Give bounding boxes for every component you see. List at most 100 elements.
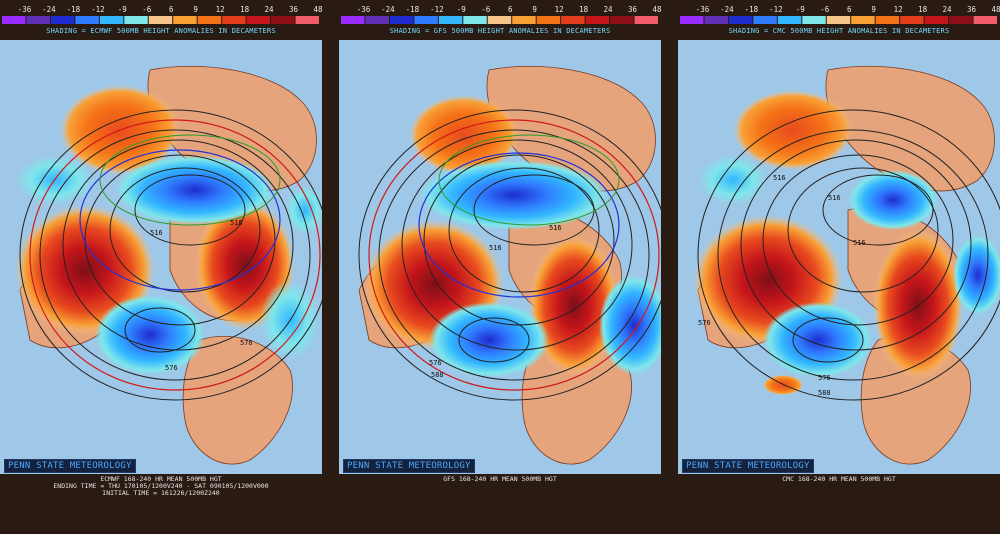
colorbar-swatch bbox=[728, 16, 753, 24]
colorbar-swatch bbox=[585, 16, 610, 24]
gfs-height-anomaly-map: 516 516 576 588 bbox=[339, 40, 661, 474]
colorbar-tick-label: -6 bbox=[481, 5, 491, 14]
colorbar-swatch bbox=[900, 16, 924, 24]
ecmwf-panel: -36 -24 -18 -12 -9 -6 6 9 12 18 24 36 48 SHADING = E… bbox=[0, 0, 322, 534]
colorbar-tick-label: 18 bbox=[918, 5, 928, 14]
contour-label: 516 bbox=[489, 244, 502, 252]
colorbar-swatch bbox=[704, 16, 728, 24]
colorbar-tick-label: 48 bbox=[652, 5, 661, 14]
colorbar-swatch bbox=[173, 16, 197, 24]
caption-model: ECMWF 168-240 HR MEAN 500MB HGT bbox=[100, 475, 222, 483]
contour-label: 516 bbox=[549, 224, 562, 232]
contour-label: 516 bbox=[773, 174, 786, 182]
height-contours bbox=[19, 109, 322, 401]
colorbar-swatch bbox=[222, 16, 246, 24]
colorbar-swatch bbox=[924, 16, 949, 24]
colorbar-tick-label: 36 bbox=[967, 5, 977, 14]
colorbar-swatch bbox=[438, 16, 463, 24]
colorbar-tick-label: 6 bbox=[508, 5, 513, 14]
colorbar-tick-label: 9 bbox=[871, 5, 876, 14]
contour-label: 588 bbox=[818, 389, 831, 397]
contour-label: 576 bbox=[429, 359, 442, 367]
colorbar-swatch bbox=[536, 16, 561, 24]
contour-highlight-red bbox=[29, 119, 321, 391]
colorbar-tick-label: 36 bbox=[628, 5, 638, 14]
contour-label: 516 bbox=[230, 219, 243, 227]
contour-labels: 516 516 516 576 576 588 bbox=[698, 174, 866, 397]
colorbar-swatch bbox=[634, 16, 658, 24]
colorbar-tick-label: -6 bbox=[820, 5, 830, 14]
colorbar-swatch bbox=[777, 16, 802, 24]
contour-labels: 516 516 576 588 bbox=[429, 224, 562, 379]
shading-label: SHADING = ECMWF 500MB HEIGHT ANOMALIES I… bbox=[46, 27, 276, 35]
colorbar-swatch bbox=[680, 16, 704, 24]
colorbar-swatch bbox=[99, 16, 124, 24]
colorbar-swatch bbox=[365, 16, 389, 24]
contour-label: 576 bbox=[698, 319, 711, 327]
colorbar-tick-label: -18 bbox=[745, 5, 759, 14]
colorbar-swatch bbox=[271, 16, 295, 24]
contour-label: 516 bbox=[828, 194, 841, 202]
colorbar-tick-label: 12 bbox=[894, 5, 903, 14]
colorbar-tick-label: 9 bbox=[193, 5, 198, 14]
colorbar-swatch bbox=[753, 16, 777, 24]
height-contours bbox=[697, 109, 1000, 401]
penn-state-credit: PENN STATE METEOROLOGY bbox=[343, 459, 475, 473]
colorbar-tick-label: 24 bbox=[604, 5, 614, 14]
contour-highlight-red bbox=[368, 119, 660, 391]
colorbar-swatch bbox=[973, 16, 997, 24]
colorbar-tick-label: -36 bbox=[18, 5, 32, 14]
anomaly-colorbar: -36 -24 -18 -12 -9 -6 6 9 12 18 24 36 48 bbox=[2, 5, 322, 24]
colorbar-tick-label: 24 bbox=[265, 5, 275, 14]
colorbar-swatch bbox=[826, 16, 851, 24]
colorbar-tick-label: 48 bbox=[991, 5, 1000, 14]
colorbar-swatch bbox=[26, 16, 50, 24]
colorbar-swatch bbox=[75, 16, 99, 24]
colorbar-tick-label: 48 bbox=[313, 5, 322, 14]
colorbar-tick-label: -24 bbox=[720, 5, 734, 14]
penn-state-credit: PENN STATE METEOROLOGY bbox=[682, 459, 814, 473]
colorbar-swatch bbox=[561, 16, 585, 24]
colorbar-swatch bbox=[802, 16, 826, 24]
contour-label: 576 bbox=[818, 374, 831, 382]
contour-highlight-green bbox=[99, 134, 281, 226]
colorbar-tick-label: 9 bbox=[532, 5, 537, 14]
colorbar-tick-label: 24 bbox=[943, 5, 953, 14]
colorbar-swatch bbox=[389, 16, 414, 24]
caption-initial-time: INITIAL TIME = 161226/1200Z240 bbox=[102, 489, 220, 497]
colorbar-swatch bbox=[341, 16, 365, 24]
contour-label: 516 bbox=[150, 229, 163, 237]
colorbar-swatch bbox=[851, 16, 875, 24]
contour-highlight-blue bbox=[418, 152, 620, 298]
colorbar-swatch bbox=[610, 16, 634, 24]
colorbar-tick-label: -12 bbox=[91, 5, 105, 14]
contour-label: 516 bbox=[853, 239, 866, 247]
colorbar-tick-label: 6 bbox=[169, 5, 174, 14]
colorbar-tick-label: -24 bbox=[42, 5, 56, 14]
colorbar-tick-label: -36 bbox=[696, 5, 710, 14]
shading-label: SHADING = CMC 500MB HEIGHT ANOMALIES IN … bbox=[728, 27, 950, 35]
colorbar-tick-label: -9 bbox=[796, 5, 805, 14]
colorbar-tick-label: -12 bbox=[769, 5, 783, 14]
penn-state-credit: PENN STATE METEOROLOGY bbox=[4, 459, 136, 473]
colorbar-tick-label: -24 bbox=[381, 5, 395, 14]
caption-model: CMC 168-240 HR MEAN 500MB HGT bbox=[782, 475, 896, 483]
colorbar-swatch bbox=[2, 16, 26, 24]
colorbar-tick-label: 6 bbox=[847, 5, 852, 14]
caption-ending-time: ENDING TIME = THU 170105/1200V240 - SAT … bbox=[53, 482, 269, 490]
cmc-panel: -36 -24 -18 -12 -9 -6 6 9 12 18 24 36 48 SHADING = C… bbox=[678, 0, 1000, 534]
contour-label: 588 bbox=[431, 371, 444, 379]
colorbar-swatch bbox=[463, 16, 487, 24]
colorbar-swatch bbox=[148, 16, 173, 24]
colorbar-swatch bbox=[246, 16, 271, 24]
colorbar-swatch bbox=[124, 16, 148, 24]
colorbar-tick-label: -9 bbox=[457, 5, 466, 14]
cmc-height-anomaly-map: 516 516 516 576 576 588 bbox=[678, 40, 1000, 474]
colorbar-swatch bbox=[512, 16, 536, 24]
colorbar-swatch bbox=[487, 16, 512, 24]
gfs-panel: -36 -24 -18 -12 -9 -6 6 9 12 18 24 36 48 SHADING = G… bbox=[339, 0, 661, 534]
colorbar-tick-label: 36 bbox=[289, 5, 299, 14]
colorbar-tick-label: -9 bbox=[118, 5, 127, 14]
colorbar-tick-label: -6 bbox=[142, 5, 152, 14]
anomaly-colorbar: -36 -24 -18 -12 -9 -6 6 9 12 18 24 36 48 bbox=[680, 5, 1000, 24]
